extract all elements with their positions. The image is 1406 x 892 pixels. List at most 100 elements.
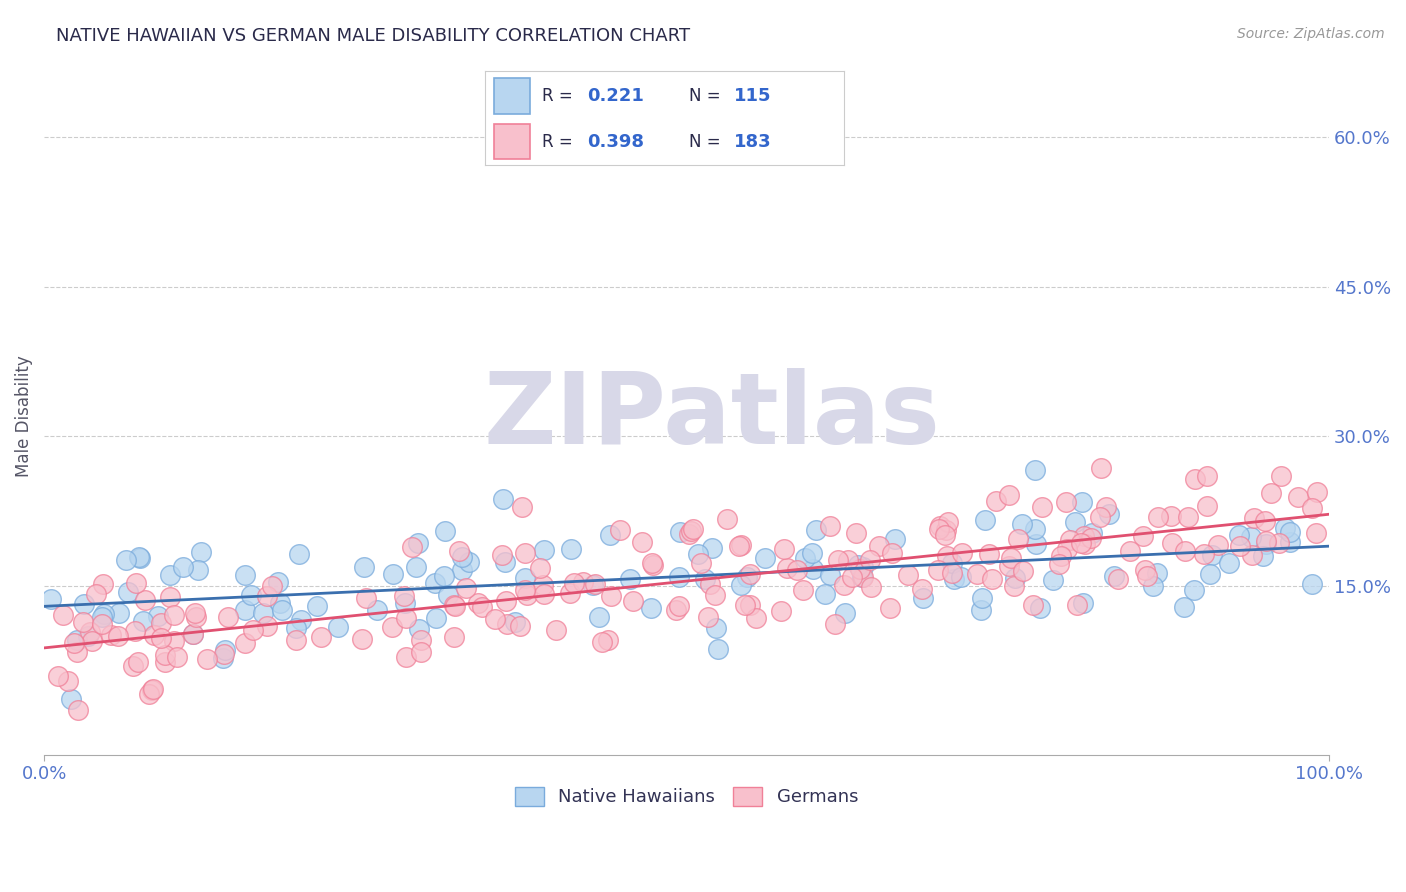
Point — [562, 576, 585, 591]
Text: ZIPatlas: ZIPatlas — [484, 368, 941, 465]
Point — [754, 550, 776, 565]
Point — [1254, 537, 1277, 551]
Point — [1274, 521, 1296, 535]
Point — [212, 651, 235, 665]
Point — [533, 542, 555, 557]
Point — [882, 546, 904, 560]
Point — [1279, 535, 1302, 549]
Point — [352, 632, 374, 646]
Point — [801, 546, 824, 560]
Point — [311, 630, 333, 644]
Point — [769, 604, 792, 618]
Point — [72, 615, 94, 629]
Point — [290, 613, 312, 627]
Point — [288, 547, 311, 561]
Point — [411, 632, 433, 647]
Point — [730, 538, 752, 552]
Point — [845, 526, 868, 541]
Point — [841, 570, 863, 584]
Point — [981, 572, 1004, 586]
Point — [433, 524, 456, 538]
Point — [912, 591, 935, 605]
Point — [824, 617, 846, 632]
Point — [495, 594, 517, 608]
Point — [935, 523, 957, 537]
Point — [598, 633, 620, 648]
Point — [67, 703, 90, 717]
Point — [1243, 511, 1265, 525]
Point — [449, 544, 471, 558]
Point — [1199, 566, 1222, 581]
Point — [696, 610, 718, 624]
Point — [484, 612, 506, 626]
Point — [100, 627, 122, 641]
Point — [1102, 568, 1125, 582]
Point — [381, 620, 404, 634]
Point — [284, 621, 307, 635]
Point — [641, 557, 664, 571]
Point — [66, 645, 89, 659]
Point — [86, 587, 108, 601]
Point — [682, 522, 704, 536]
Point — [284, 632, 307, 647]
Point — [1177, 510, 1199, 524]
Point — [195, 652, 218, 666]
Point — [786, 563, 808, 577]
Point — [852, 570, 875, 584]
Text: Source: ZipAtlas.com: Source: ZipAtlas.com — [1237, 27, 1385, 41]
Point — [702, 541, 724, 556]
Point — [1192, 547, 1215, 561]
Point — [949, 570, 972, 584]
Point — [560, 541, 582, 556]
Point — [93, 607, 115, 621]
Point — [1201, 548, 1223, 562]
Point — [515, 571, 537, 585]
Point — [1270, 469, 1292, 483]
Point — [529, 561, 551, 575]
Point — [834, 578, 856, 592]
Point — [730, 578, 752, 592]
Text: 0.221: 0.221 — [588, 87, 644, 104]
Point — [665, 603, 688, 617]
Point — [1022, 598, 1045, 612]
Point — [66, 632, 89, 647]
Point — [1133, 563, 1156, 577]
Point — [1174, 544, 1197, 558]
Point — [354, 591, 377, 605]
Point — [740, 567, 762, 582]
Point — [451, 563, 474, 577]
Point — [394, 596, 416, 610]
Point — [707, 642, 730, 657]
Text: N =: N = — [689, 133, 721, 151]
Point — [716, 512, 738, 526]
Point — [704, 621, 727, 635]
Point — [129, 551, 152, 566]
Point — [515, 546, 537, 560]
Point — [1146, 566, 1168, 580]
Point — [190, 545, 212, 559]
Point — [934, 528, 956, 542]
Point — [1088, 509, 1111, 524]
Point — [471, 599, 494, 614]
Point — [1184, 472, 1206, 486]
Point — [52, 607, 75, 622]
Point — [1305, 526, 1327, 541]
Point — [444, 599, 467, 614]
Point — [977, 547, 1000, 561]
Point — [162, 634, 184, 648]
Point — [366, 603, 388, 617]
Point — [233, 568, 256, 582]
Point — [456, 581, 478, 595]
Point — [153, 655, 176, 669]
Point — [392, 590, 415, 604]
Point — [1218, 556, 1240, 570]
Point — [599, 528, 621, 542]
Point — [640, 601, 662, 615]
Point — [187, 563, 209, 577]
Point — [256, 589, 278, 603]
Point — [256, 619, 278, 633]
Y-axis label: Male Disability: Male Disability — [15, 355, 32, 477]
Point — [1241, 549, 1264, 563]
Point — [884, 532, 907, 546]
Point — [73, 597, 96, 611]
